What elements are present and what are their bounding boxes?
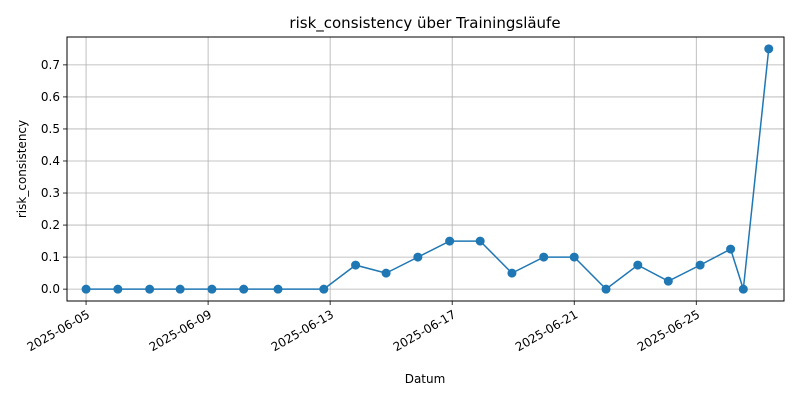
data-point	[207, 284, 217, 294]
data-point	[663, 276, 673, 286]
plot-frame	[66, 36, 785, 302]
data-point	[601, 284, 611, 294]
y-tick-label: 0.0	[41, 282, 60, 296]
data-point	[413, 252, 423, 262]
data-point	[695, 260, 705, 270]
chart-title: risk_consistency über Trainingsläufe	[289, 14, 560, 33]
data-point	[738, 284, 748, 294]
y-tick-label: 0.2	[41, 218, 60, 232]
data-point	[507, 268, 517, 278]
data-point	[81, 284, 91, 294]
data-point	[319, 284, 329, 294]
data-point	[145, 284, 155, 294]
data-point	[569, 252, 579, 262]
y-tick-label: 0.5	[41, 122, 60, 136]
data-series	[81, 44, 774, 294]
data-point	[539, 252, 549, 262]
y-tick-label: 0.3	[41, 186, 60, 200]
y-tick-label: 0.1	[41, 250, 60, 264]
y-axis-title: risk_consistency	[15, 120, 29, 218]
y-tick-label: 0.7	[41, 58, 60, 72]
y-axis: 0.0 0.1 0.2 0.3 0.4 0.5 0.6 0.7	[41, 58, 67, 296]
data-point	[273, 284, 283, 294]
grid	[67, 37, 784, 301]
data-point	[726, 244, 736, 254]
x-axis-title: Datum	[405, 372, 446, 386]
data-point	[475, 236, 485, 246]
y-tick-label: 0.6	[41, 90, 60, 104]
data-point	[764, 44, 774, 54]
data-point	[633, 260, 643, 270]
data-point	[239, 284, 249, 294]
data-point	[175, 284, 185, 294]
data-point	[445, 236, 455, 246]
data-point	[113, 284, 123, 294]
y-tick-label: 0.4	[41, 154, 60, 168]
data-point	[381, 268, 391, 278]
data-point	[351, 260, 361, 270]
